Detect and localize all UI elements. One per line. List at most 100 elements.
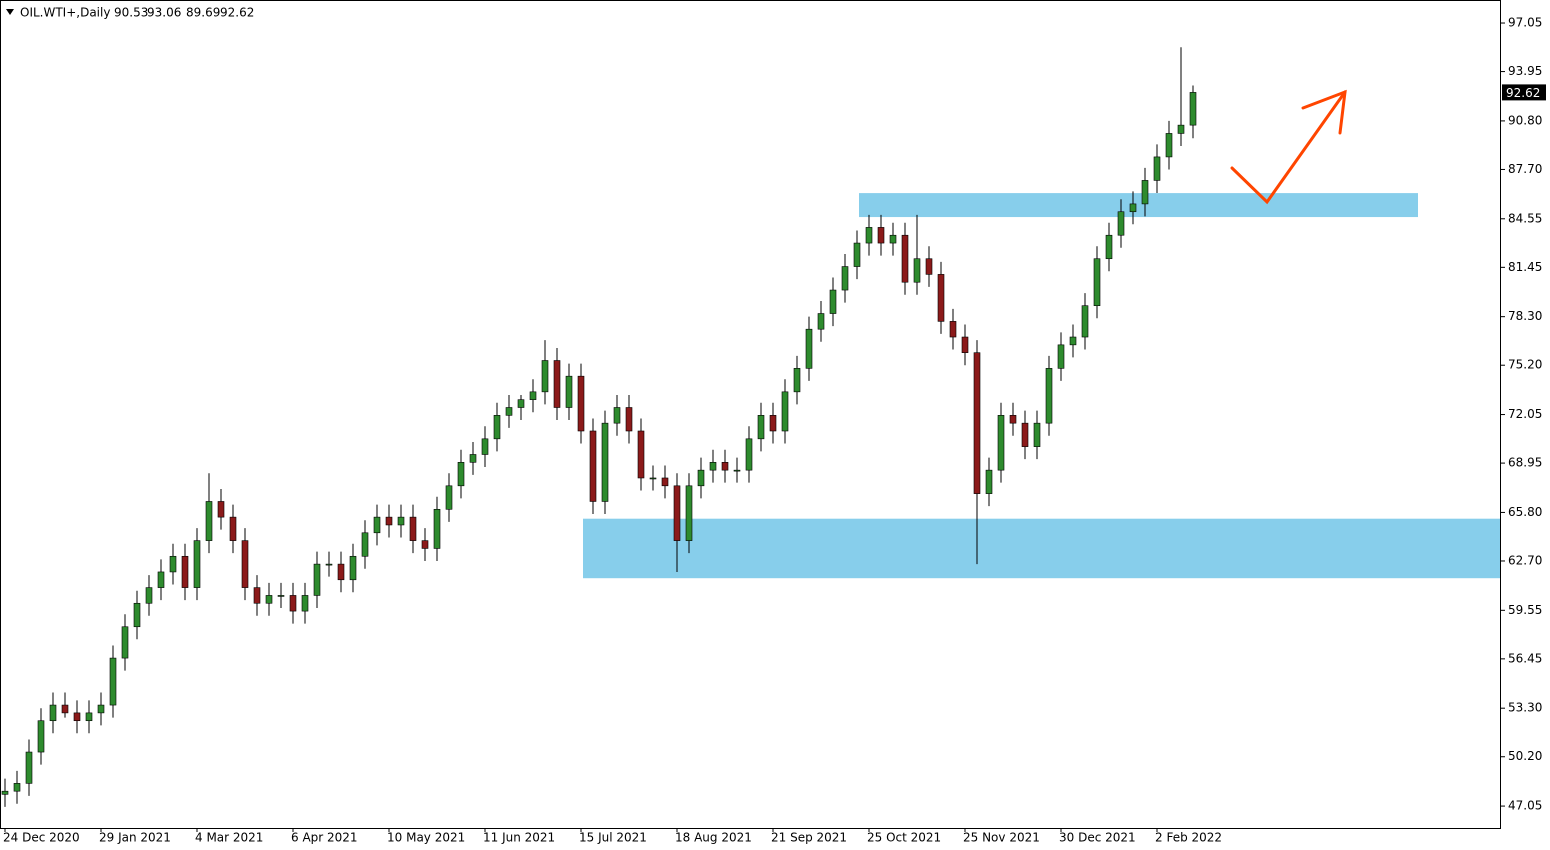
candle-body <box>997 415 1005 471</box>
x-tick-label: 29 Jan 2021 <box>99 831 171 845</box>
candle-body <box>337 563 345 581</box>
candle-body <box>901 234 909 283</box>
zone <box>583 518 1500 579</box>
candle-body <box>61 704 69 714</box>
candle-body <box>37 720 45 753</box>
candle-body <box>361 532 369 557</box>
candle-body <box>985 469 993 494</box>
candle-body <box>1057 344 1065 369</box>
price-tag-label: 92.62 <box>1506 86 1540 100</box>
candle-body <box>433 508 441 549</box>
y-tick-label: 56.45 <box>1508 651 1542 665</box>
candle-body <box>193 540 201 588</box>
candle-body <box>841 266 849 291</box>
y-tick-label: 59.55 <box>1508 603 1542 617</box>
price-tag <box>1502 84 1546 101</box>
candle-body <box>853 242 861 267</box>
candle-body <box>421 540 429 549</box>
candle-body <box>109 657 117 706</box>
candle-body <box>457 462 465 487</box>
candle-body <box>589 430 597 502</box>
candle-body <box>157 571 165 588</box>
candle-body <box>1165 133 1173 158</box>
x-tick-label: 10 May 2021 <box>387 831 465 845</box>
candle-body <box>469 454 477 463</box>
candle-body <box>1141 180 1149 205</box>
candle-body <box>721 462 729 471</box>
candle-body <box>565 375 573 408</box>
plot-border <box>0 0 1501 829</box>
candle-body <box>733 469 741 472</box>
candle-body <box>925 258 933 275</box>
candle-body <box>217 501 225 518</box>
zone <box>859 193 1418 218</box>
candle-body <box>133 602 141 628</box>
candle-body <box>877 227 885 244</box>
candle-body <box>325 563 333 566</box>
candle-body <box>673 485 681 541</box>
chart-title: OIL.WTI+,Daily <box>20 6 110 20</box>
menu-triangle <box>6 9 14 15</box>
candle-body <box>205 501 213 541</box>
candle-body <box>409 516 417 541</box>
x-tick-label: 6 Apr 2021 <box>291 831 358 845</box>
candle-body <box>169 555 177 573</box>
x-tick-label: 21 Sep 2021 <box>771 831 847 845</box>
candles <box>1 47 1197 807</box>
candle-body <box>229 516 237 541</box>
candle-body <box>265 595 273 604</box>
y-tick-label: 87.70 <box>1508 162 1542 176</box>
y-tick-label: 65.80 <box>1508 505 1542 519</box>
candle-body <box>1069 336 1077 346</box>
candle-body <box>301 595 309 612</box>
candle-body <box>493 415 501 440</box>
candle-body <box>1117 211 1125 236</box>
candle-body <box>1129 203 1137 213</box>
y-tick-label: 84.55 <box>1508 211 1542 225</box>
candle-body <box>685 485 693 541</box>
arrow-head <box>1301 89 1347 135</box>
candle-body <box>973 352 981 494</box>
candle-body <box>1177 124 1185 134</box>
candle-body <box>1093 258 1101 307</box>
candle-body <box>553 360 561 408</box>
candle-body <box>745 438 753 471</box>
candle-body <box>85 712 93 722</box>
candle-body <box>613 407 621 424</box>
candle-body <box>481 438 489 455</box>
candle-body <box>709 462 717 471</box>
x-tick-label: 30 Dec 2021 <box>1059 831 1136 845</box>
y-tick-label: 97.05 <box>1508 16 1542 30</box>
candle-body <box>961 336 969 353</box>
candle-body <box>181 555 189 588</box>
candle-body <box>1033 422 1041 447</box>
ohlc-high: 93.06 <box>147 6 181 20</box>
y-tick-label: 72.05 <box>1508 407 1542 421</box>
arrow-annotation <box>1230 89 1347 205</box>
candle-body <box>1153 156 1161 181</box>
candle-body <box>97 704 105 714</box>
candle-body <box>73 712 81 722</box>
candle-body <box>805 328 813 369</box>
x-tick-label: 18 Aug 2021 <box>675 831 752 845</box>
candle-body <box>829 289 837 314</box>
candle-body <box>937 274 945 322</box>
candle-body <box>517 399 525 408</box>
arrow-path <box>1230 90 1347 205</box>
candle-body <box>313 563 321 596</box>
x-tick-label: 15 Jul 2021 <box>579 831 647 845</box>
candle-body <box>241 540 249 588</box>
y-tick-label: 78.30 <box>1508 309 1542 323</box>
candle-body <box>13 783 21 792</box>
candle-body <box>445 485 453 510</box>
candle-body <box>121 626 129 659</box>
zones <box>583 193 1500 579</box>
x-tick-label: 2 Feb 2022 <box>1155 831 1222 845</box>
candle-body <box>637 430 645 479</box>
x-tick-label: 25 Nov 2021 <box>963 831 1040 845</box>
y-tick-label: 53.30 <box>1508 701 1542 715</box>
candle-body <box>697 469 705 487</box>
candle-body <box>385 516 393 526</box>
candle-body <box>253 587 261 604</box>
